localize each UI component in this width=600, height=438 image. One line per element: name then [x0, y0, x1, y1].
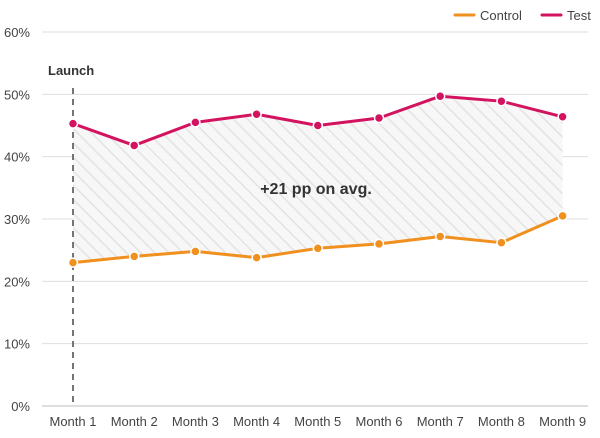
y-tick-label: 40% [4, 150, 30, 165]
x-tick-label: Month 4 [233, 414, 280, 429]
data-point-test [190, 117, 201, 128]
data-point-control [190, 246, 201, 257]
x-tick-label: Month 1 [50, 414, 97, 429]
data-point-control [496, 237, 507, 248]
data-point-control [557, 210, 568, 222]
data-point-test [312, 120, 324, 131]
y-tick-label: 30% [4, 212, 30, 227]
series-group [67, 90, 568, 268]
legend: Control Test [453, 8, 591, 23]
legend-label-control: Control [480, 8, 522, 23]
x-tick-label: Month 2 [111, 414, 158, 429]
x-tick-label: Month 3 [172, 414, 219, 429]
y-tick-label: 50% [4, 87, 30, 102]
x-tick-label: Month 7 [417, 414, 464, 429]
x-tick-label: Month 8 [478, 414, 525, 429]
axes: 0% 10% 20% 30% 40% 50% 60% Month 1 Month 2 Month … [4, 25, 586, 429]
data-point-test [128, 140, 140, 151]
data-point-control [312, 243, 324, 254]
gap-hatched-area [73, 96, 563, 263]
data-point-test [67, 118, 79, 129]
gap-annotation: +21 pp on avg. [260, 181, 372, 198]
data-point-control [67, 257, 79, 268]
legend-label-test: Test [567, 8, 591, 23]
launch-label: Launch [48, 63, 94, 78]
data-point-test [434, 90, 446, 102]
gap-area [73, 96, 563, 263]
y-tick-label: 60% [4, 25, 30, 40]
y-tick-label: 20% [4, 274, 30, 289]
data-point-test [373, 112, 385, 124]
x-tick-label: Month 6 [356, 414, 403, 429]
launch-marker: Launch [48, 63, 94, 406]
annotations: +21 pp on avg. [260, 181, 372, 198]
data-point-test [251, 109, 262, 120]
data-point-control [251, 252, 262, 263]
y-tick-label: 0% [11, 399, 30, 414]
data-point-control [373, 238, 385, 250]
data-point-control [434, 231, 446, 242]
y-tick-label: 10% [4, 337, 30, 352]
data-point-test [557, 111, 568, 123]
x-tick-label: Month 9 [539, 414, 586, 429]
data-point-control [128, 251, 140, 262]
data-point-test [496, 95, 507, 107]
x-tick-label: Month 5 [294, 414, 341, 429]
